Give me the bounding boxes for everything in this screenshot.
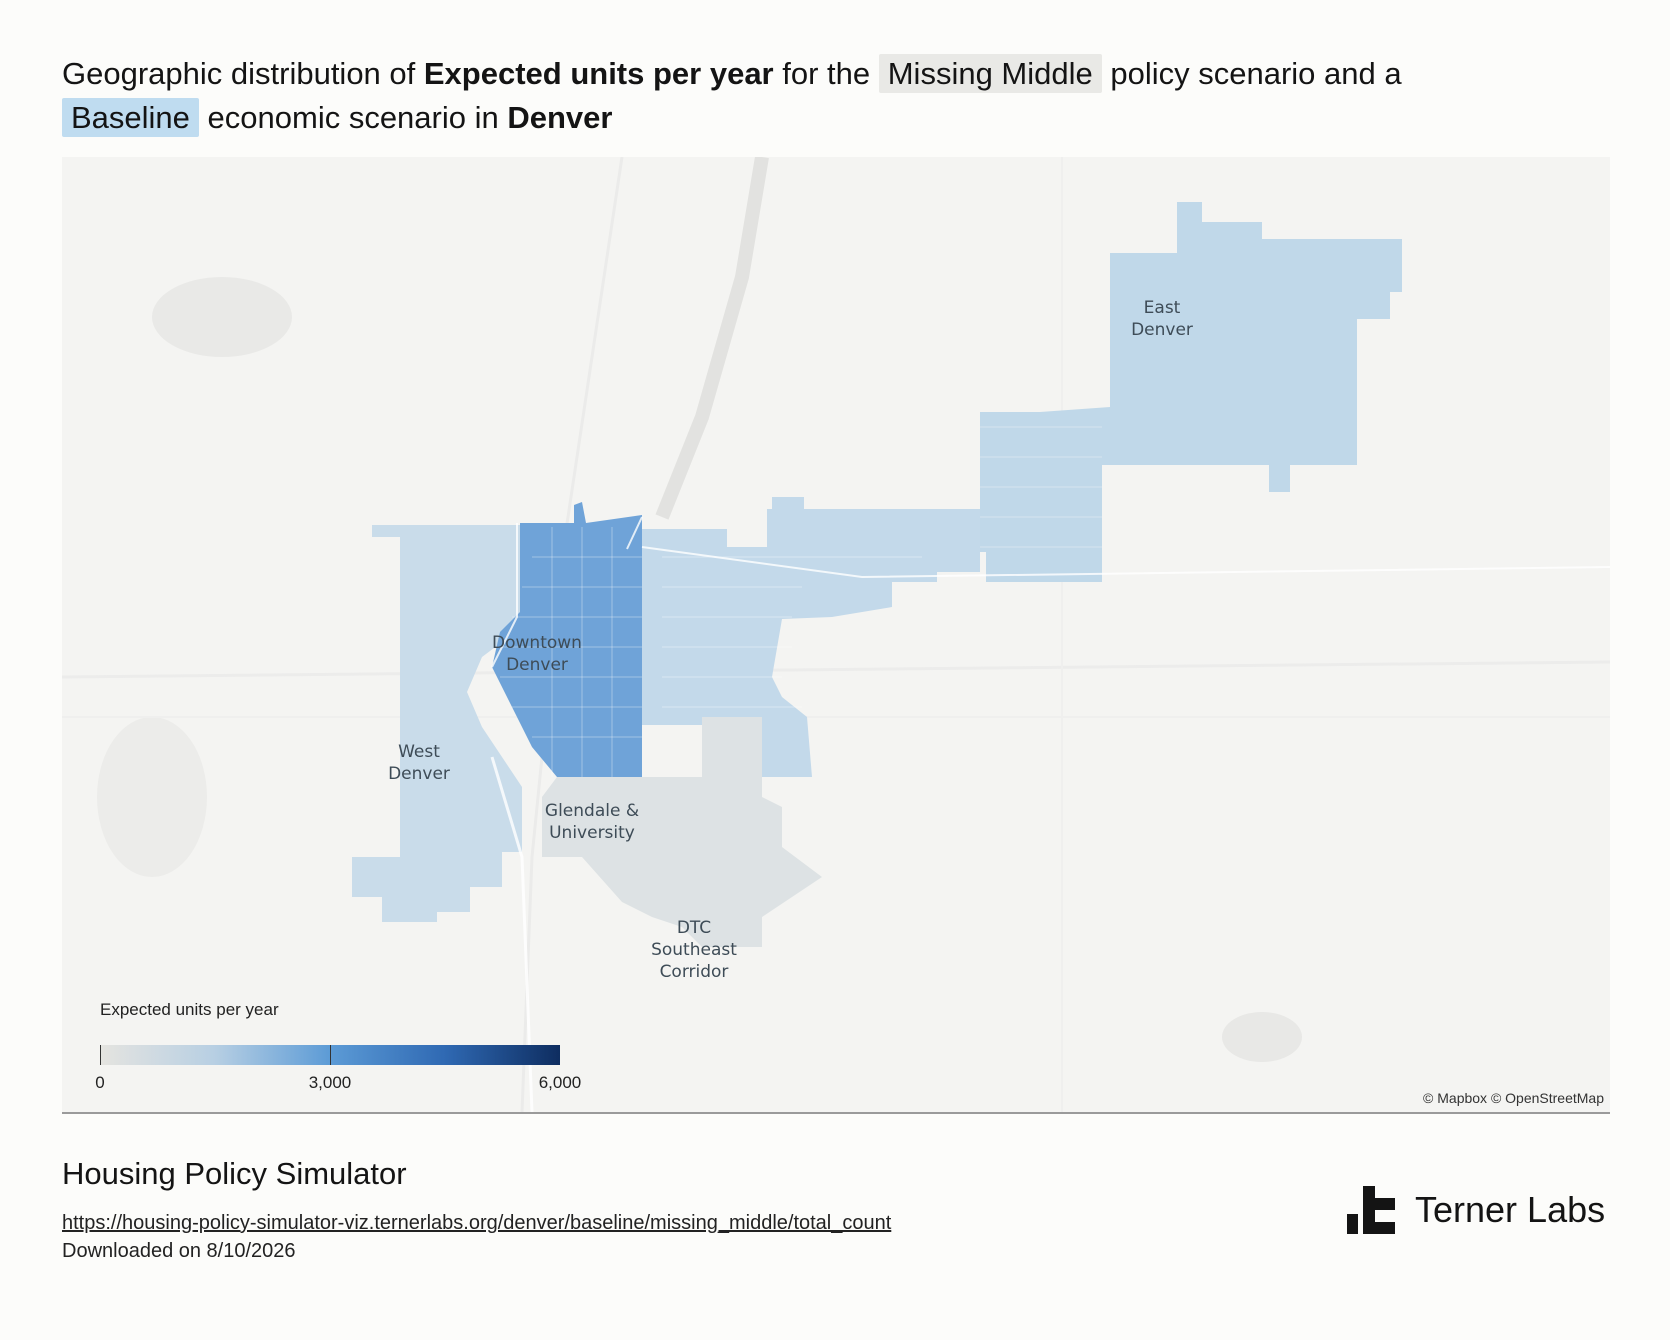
policy-chip[interactable]: Missing Middle	[878, 54, 1102, 93]
title-text-1: Geographic distribution of	[62, 56, 424, 91]
title-text-4: economic scenario in	[198, 100, 508, 135]
map-attribution[interactable]: © Mapbox © OpenStreetMap	[1423, 1090, 1604, 1106]
title-metric: Expected units per year	[423, 56, 774, 91]
terner-labs-logo: Terner Labs	[1345, 1182, 1605, 1238]
economic-chip[interactable]: Baseline	[62, 98, 199, 137]
legend-tick-min	[100, 1045, 101, 1065]
logo-text: Terner Labs	[1415, 1189, 1606, 1230]
legend-label-min: 0	[95, 1073, 105, 1092]
label-downtown-denver: Downtown Denver	[457, 632, 617, 676]
label-glendale-university: Glendale & University	[512, 800, 672, 844]
color-legend: Expected units per year 0 3,000 6,000	[95, 1000, 620, 1095]
title-text-3: policy scenario and a	[1101, 56, 1402, 91]
label-glendale-line1: Glendale &	[544, 801, 640, 821]
legend-tick-mid	[330, 1045, 331, 1065]
region-glendale-dtc[interactable]	[542, 717, 822, 947]
label-dtc-line2: Southeast	[651, 940, 737, 960]
highways	[490, 516, 1610, 1112]
legend-title: Expected units per year	[100, 1000, 279, 1019]
street-grid	[500, 426, 1102, 777]
title-text-2: for the	[773, 56, 879, 91]
page-title: Geographic distribution of Expected unit…	[62, 52, 1562, 140]
label-east-denver-line2: Denver	[1131, 320, 1193, 340]
footer-title: Housing Policy Simulator	[62, 1156, 407, 1191]
legend-label-max: 6,000	[538, 1073, 582, 1092]
choropleth-map[interactable]: East Denver Downtown Denver West Denver …	[62, 157, 1610, 1114]
label-downtown-denver-line2: Denver	[506, 655, 568, 675]
region-west-denver[interactable]	[352, 525, 522, 922]
label-dtc-southeast-corridor: DTC Southeast Corridor	[614, 917, 774, 983]
terner-labs-logo-icon	[1347, 1186, 1395, 1234]
footer-url-link[interactable]: https://housing-policy-simulator-viz.ter…	[62, 1212, 892, 1234]
basemap-background	[62, 157, 1610, 1112]
label-downtown-denver-line1: Downtown	[492, 633, 582, 653]
region-east-denver[interactable]	[980, 202, 1402, 582]
label-dtc-line1: DTC	[676, 918, 712, 938]
region-downtown-denver[interactable]	[492, 502, 642, 777]
label-west-denver: West Denver	[339, 741, 499, 785]
download-date: Downloaded on 8/10/2026	[62, 1240, 296, 1262]
label-west-denver-line2: Denver	[388, 764, 450, 784]
legend-label-mid: 3,000	[308, 1073, 352, 1092]
label-west-denver-line1: West	[398, 742, 440, 762]
title-city: Denver	[507, 100, 613, 135]
label-east-denver: East Denver	[1082, 297, 1242, 341]
label-east-denver-line1: East	[1143, 298, 1181, 318]
label-dtc-line3: Corridor	[659, 962, 729, 982]
label-glendale-line2: University	[549, 823, 635, 843]
region-central[interactable]	[642, 497, 980, 777]
map-canvas	[62, 157, 1610, 1112]
